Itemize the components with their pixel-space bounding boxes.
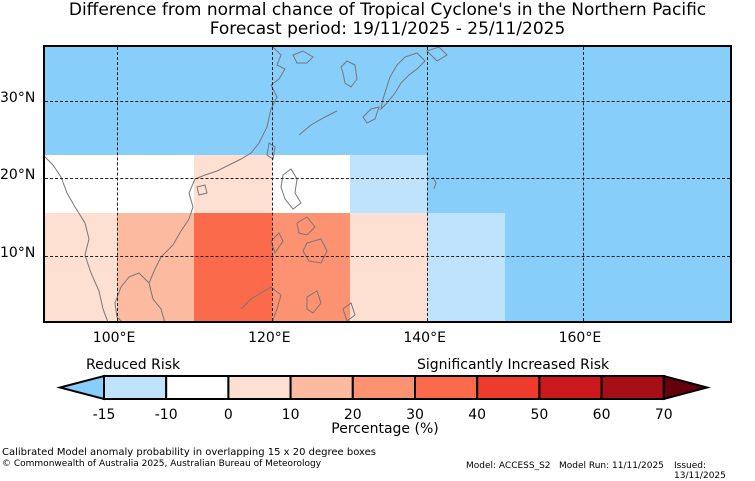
colorbar-swatch bbox=[165, 375, 230, 400]
coastline-moluccas bbox=[342, 302, 356, 321]
coastline-mindanao bbox=[302, 238, 328, 264]
risk-cell bbox=[349, 213, 428, 321]
meridian-line bbox=[272, 47, 274, 321]
colorbar-tick-label: -10 bbox=[154, 407, 178, 423]
risk-cell bbox=[45, 154, 195, 214]
risk-cell bbox=[272, 154, 350, 214]
colorbar-swatch bbox=[289, 375, 354, 400]
colorbar bbox=[56, 374, 711, 401]
latitude-label: 10°N bbox=[0, 244, 36, 261]
colorbar-swatch bbox=[351, 375, 416, 400]
coastline-shandong bbox=[292, 50, 314, 64]
colorbar-tick-label: 60 bbox=[592, 407, 611, 423]
meridian-line bbox=[116, 47, 118, 321]
risk-cell bbox=[194, 154, 273, 214]
parallel-line bbox=[45, 178, 730, 180]
colorbar-tick-label: 0 bbox=[223, 407, 233, 423]
coastline-overlay bbox=[45, 47, 448, 321]
latitude-label: 30°N bbox=[0, 89, 36, 106]
coastline-taiwan bbox=[266, 142, 276, 160]
colorbar-swatch bbox=[227, 375, 292, 400]
risk-cell bbox=[194, 213, 273, 321]
coastline-luzon bbox=[280, 168, 302, 210]
longitude-label: 120°E bbox=[248, 330, 291, 346]
coastline-ryukyu bbox=[298, 110, 338, 136]
coastline-sulawesi bbox=[306, 290, 322, 314]
meridian-line bbox=[582, 47, 584, 321]
coastline-indochina bbox=[148, 178, 196, 321]
coastline-japan bbox=[380, 52, 426, 111]
coastline-myanmar bbox=[45, 156, 109, 321]
colorbar-tick-label: 10 bbox=[281, 407, 300, 423]
longitude-label: 100°E bbox=[92, 330, 136, 346]
coastline-china bbox=[194, 47, 286, 180]
colorbar-tick-label: 40 bbox=[468, 407, 487, 423]
risk-cell bbox=[504, 154, 730, 321]
increased-risk-label: Significantly Increased Risk bbox=[417, 357, 610, 373]
risk-cell bbox=[427, 154, 505, 214]
coastline-hainan bbox=[196, 184, 208, 196]
colorbar-swatch bbox=[414, 375, 479, 400]
longitude-label: 140°E bbox=[403, 330, 446, 346]
coastline-gulf-of-thailand bbox=[114, 272, 150, 321]
colorbar-tick-label: 50 bbox=[530, 407, 549, 423]
risk-cell bbox=[349, 154, 428, 214]
colorbar-under-arrow bbox=[56, 374, 105, 401]
map-panel bbox=[43, 45, 732, 323]
latitude-label: 20°N bbox=[0, 167, 36, 184]
footer-description: Calibrated Model anomaly probability in … bbox=[2, 447, 377, 458]
longitude-label: 160°E bbox=[558, 330, 602, 346]
chart-title: Difference from normal chance of Tropica… bbox=[68, 0, 707, 20]
footer-copyright: © Commonwealth of Australia 2025, Austra… bbox=[2, 459, 322, 469]
forecast-period: Forecast period: 19/11/2025 - 25/11/2025 bbox=[209, 19, 566, 39]
footer-model-run: Model Run: 11/11/2025 bbox=[559, 461, 664, 471]
colorbar-tick-label: 30 bbox=[406, 407, 424, 423]
risk-cell bbox=[45, 213, 117, 321]
parallel-line bbox=[45, 255, 730, 257]
colorbar-swatch bbox=[538, 375, 603, 400]
colorbar-axis-label: Percentage (%) bbox=[331, 421, 439, 437]
parallel-line bbox=[45, 100, 730, 102]
coastline-visayas bbox=[296, 216, 316, 236]
coastline-hokkaido bbox=[426, 47, 448, 62]
colorbar-swatch bbox=[600, 375, 665, 400]
coastline-borneo bbox=[240, 286, 282, 321]
risk-cell bbox=[427, 213, 505, 321]
coastline-korea bbox=[340, 60, 358, 88]
colorbar-swatch bbox=[103, 375, 168, 400]
footer-issued: Issued: 13/11/2025 bbox=[674, 461, 726, 481]
coastline-palawan bbox=[270, 232, 284, 255]
reduced-risk-label: Reduced Risk bbox=[86, 357, 181, 373]
colorbar-tick-label: -15 bbox=[92, 407, 116, 423]
footer-model: Model: ACCESS_S2 bbox=[466, 461, 551, 471]
coastline-kyushu bbox=[362, 106, 380, 124]
colorbar-tick-label: 20 bbox=[343, 407, 362, 423]
colorbar-swatch bbox=[476, 375, 541, 400]
colorbar-tick-label: 70 bbox=[654, 407, 673, 423]
meridian-line bbox=[427, 47, 429, 321]
colorbar-over-arrow bbox=[662, 374, 711, 401]
